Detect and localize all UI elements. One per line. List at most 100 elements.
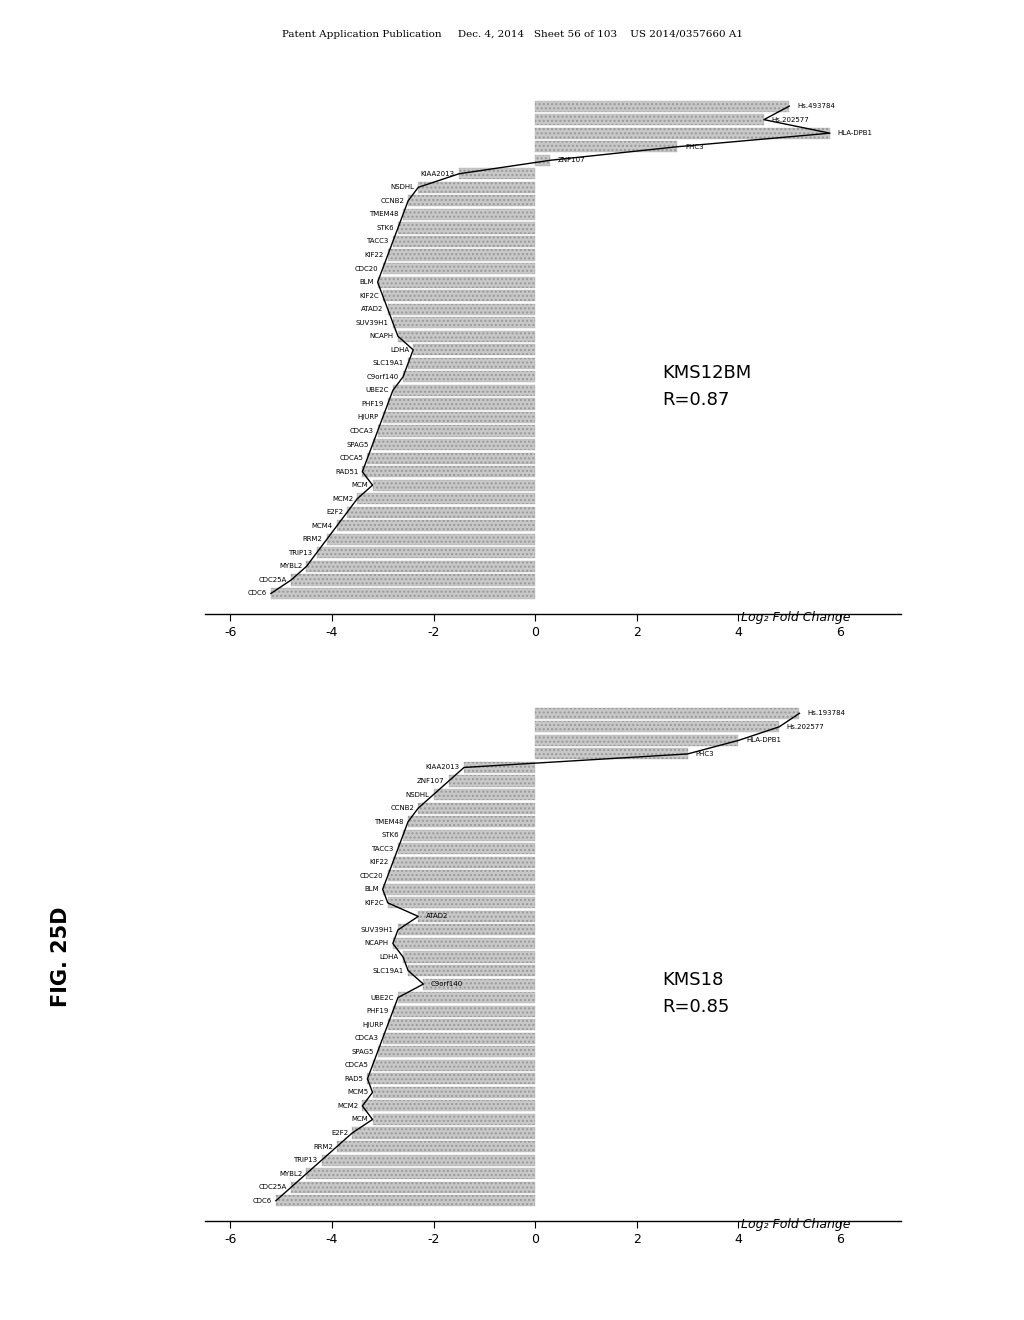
Bar xyxy=(378,425,536,437)
Bar xyxy=(388,898,536,908)
Bar xyxy=(352,1127,536,1139)
Text: C9orf140: C9orf140 xyxy=(367,374,399,380)
Bar xyxy=(393,385,536,396)
Text: HJURP: HJURP xyxy=(362,1022,384,1028)
Text: MCM4: MCM4 xyxy=(311,523,333,529)
Bar xyxy=(388,870,536,882)
Bar xyxy=(536,735,738,746)
Bar xyxy=(306,1168,536,1179)
Bar xyxy=(373,479,536,491)
Bar xyxy=(383,263,536,275)
Text: CDC6: CDC6 xyxy=(248,590,267,597)
Bar xyxy=(306,561,536,572)
Text: KMS18: KMS18 xyxy=(663,972,724,989)
Text: TACC3: TACC3 xyxy=(367,239,389,244)
Text: NSDHL: NSDHL xyxy=(390,185,414,190)
Bar xyxy=(464,762,536,774)
Bar xyxy=(368,453,536,463)
Text: CDCA5: CDCA5 xyxy=(340,455,364,461)
Bar xyxy=(403,829,536,841)
Bar xyxy=(388,249,536,260)
Text: FIG. 25D: FIG. 25D xyxy=(51,907,72,1007)
Text: C9orf140: C9orf140 xyxy=(431,981,463,987)
Bar xyxy=(536,154,551,166)
Bar xyxy=(373,1086,536,1098)
Bar xyxy=(368,1073,536,1085)
Bar xyxy=(373,440,536,450)
Bar xyxy=(393,857,536,867)
Text: CDC25A: CDC25A xyxy=(259,577,287,583)
Text: SLC19A1: SLC19A1 xyxy=(373,968,404,974)
Text: PHC3: PHC3 xyxy=(685,144,703,149)
Text: Hs.193784: Hs.193784 xyxy=(807,710,845,717)
Bar xyxy=(383,412,536,422)
Bar xyxy=(316,548,536,558)
Bar xyxy=(418,182,536,193)
Text: CCNB2: CCNB2 xyxy=(380,198,404,203)
Text: TMEM48: TMEM48 xyxy=(375,818,404,825)
Text: CDC20: CDC20 xyxy=(355,265,379,272)
Bar xyxy=(398,843,536,854)
Text: ATAD2: ATAD2 xyxy=(426,913,449,920)
Text: MCM2: MCM2 xyxy=(332,496,353,502)
Bar xyxy=(378,277,536,288)
Text: CDCA5: CDCA5 xyxy=(345,1063,369,1068)
Bar xyxy=(378,1047,536,1057)
Bar xyxy=(373,1114,536,1125)
Text: UBE2C: UBE2C xyxy=(371,994,394,1001)
Text: NSDHL: NSDHL xyxy=(406,792,429,797)
Text: LDHA: LDHA xyxy=(390,347,410,352)
Bar xyxy=(398,924,536,936)
Bar xyxy=(362,1101,536,1111)
Bar xyxy=(414,345,536,355)
Bar xyxy=(403,209,536,220)
Bar xyxy=(393,236,536,247)
Text: LDHA: LDHA xyxy=(380,954,399,960)
Bar xyxy=(393,317,536,329)
Text: CDC6: CDC6 xyxy=(253,1197,272,1204)
Text: KIF22: KIF22 xyxy=(370,859,389,865)
Bar xyxy=(536,708,800,719)
Text: ZNF107: ZNF107 xyxy=(417,777,444,784)
Bar xyxy=(536,141,678,152)
Text: HLA-DPB1: HLA-DPB1 xyxy=(746,738,781,743)
Text: MCM: MCM xyxy=(351,482,369,488)
Text: NCAPH: NCAPH xyxy=(365,940,389,946)
Text: SLC19A1: SLC19A1 xyxy=(373,360,404,367)
Bar xyxy=(393,939,536,949)
Bar xyxy=(398,331,536,342)
Bar xyxy=(337,520,536,532)
Text: Hs.202577: Hs.202577 xyxy=(786,723,824,730)
Bar xyxy=(403,371,536,383)
Bar xyxy=(388,399,536,409)
Bar xyxy=(373,1060,536,1071)
Bar xyxy=(398,993,536,1003)
Bar xyxy=(418,911,536,921)
Text: STK6: STK6 xyxy=(376,224,394,231)
Text: TRIP13: TRIP13 xyxy=(289,550,312,556)
Bar xyxy=(536,114,764,125)
Text: UBE2C: UBE2C xyxy=(366,387,389,393)
Text: CDC20: CDC20 xyxy=(360,873,384,879)
Bar xyxy=(327,533,536,545)
Text: ZNF107: ZNF107 xyxy=(558,157,586,164)
Bar xyxy=(536,128,830,139)
Bar xyxy=(418,803,536,813)
Bar xyxy=(388,1019,536,1030)
Text: TACC3: TACC3 xyxy=(372,846,394,851)
Bar xyxy=(449,775,536,787)
Text: MCM5: MCM5 xyxy=(347,1089,369,1096)
Text: Log₂ Fold Change: Log₂ Fold Change xyxy=(740,611,850,624)
Bar xyxy=(409,816,536,828)
Bar xyxy=(398,222,536,234)
Text: MYBL2: MYBL2 xyxy=(280,564,302,569)
Text: E2F2: E2F2 xyxy=(326,510,343,515)
Bar xyxy=(388,304,536,314)
Text: RRM2: RRM2 xyxy=(313,1143,333,1150)
Text: NCAPH: NCAPH xyxy=(370,333,394,339)
Bar xyxy=(536,748,688,759)
Text: MCM2: MCM2 xyxy=(337,1104,358,1109)
Bar xyxy=(393,1006,536,1016)
Bar xyxy=(362,466,536,478)
Text: SUV39H1: SUV39H1 xyxy=(360,927,394,933)
